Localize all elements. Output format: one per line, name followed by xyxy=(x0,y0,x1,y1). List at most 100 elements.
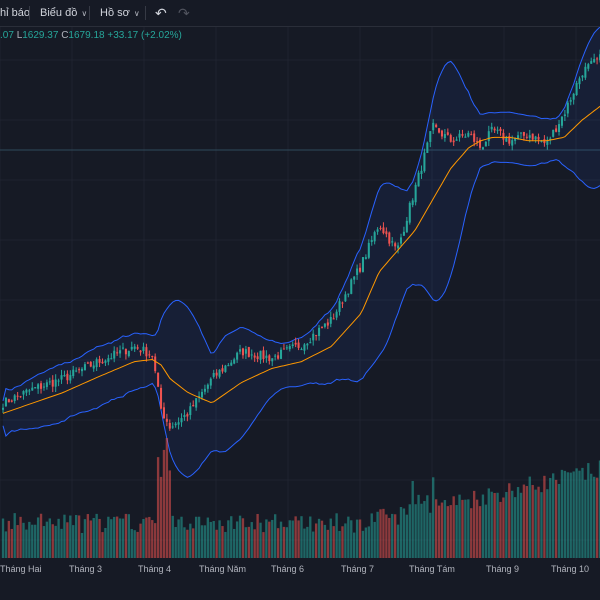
volume-bar xyxy=(429,512,432,558)
top-toolbar: hỉ báo Biểu đồ ∨ Hồ sơ ∨ ↶ ↷ xyxy=(0,0,600,27)
candle-body xyxy=(107,358,110,362)
candle-body xyxy=(446,132,449,135)
candle-body xyxy=(72,369,75,377)
volume-bar xyxy=(511,490,514,558)
candle-body xyxy=(10,400,13,402)
candle-body xyxy=(452,140,455,143)
candle-body xyxy=(271,358,274,362)
volume-bar xyxy=(262,532,265,558)
moving-average-line xyxy=(2,105,600,414)
candle-body xyxy=(484,141,487,147)
volume-bar xyxy=(499,501,502,558)
volume-bar xyxy=(124,513,128,558)
candle-body xyxy=(514,138,517,141)
candle-body xyxy=(282,348,285,350)
candle-body xyxy=(537,136,540,140)
volume-bar xyxy=(554,479,558,558)
alert-button[interactable]: hỉ báo xyxy=(0,7,30,19)
volume-bar xyxy=(552,473,555,558)
candle-body xyxy=(332,318,335,320)
candle-body xyxy=(239,349,242,352)
volume-bar xyxy=(508,483,511,558)
candle-body xyxy=(303,344,306,351)
candle-body xyxy=(22,391,25,395)
volume-bar xyxy=(382,508,385,558)
candle-body xyxy=(297,342,300,348)
chart-menu-button[interactable]: Biểu đồ ∨ xyxy=(40,0,87,26)
candle-body xyxy=(309,342,312,344)
candle-body xyxy=(277,355,280,359)
ohlc-legend: .07 L1629.37 C1679.18 +33.17 (+2.02%) xyxy=(0,30,182,41)
candle-body xyxy=(274,355,277,357)
volume-bar xyxy=(326,529,330,558)
candle-body xyxy=(312,333,315,341)
candle-body xyxy=(95,359,98,368)
volume-bar xyxy=(426,495,429,558)
candle-body xyxy=(318,327,321,337)
candle-body xyxy=(1,407,5,410)
volume-bar xyxy=(22,522,25,558)
profile-menu-label: Hồ sơ xyxy=(100,7,130,19)
volume-bar xyxy=(57,518,60,558)
candle-body xyxy=(69,375,72,381)
candle-body xyxy=(133,346,136,349)
volume-bar xyxy=(598,460,600,558)
candle-body xyxy=(581,75,584,78)
candle-body xyxy=(306,343,309,346)
profile-menu-button[interactable]: Hồ sơ ∨ xyxy=(100,0,140,26)
volume-bar xyxy=(151,520,154,558)
candle-body xyxy=(429,131,432,142)
candle-body xyxy=(300,349,303,351)
time-tick: Tháng 7 xyxy=(341,564,375,574)
volume-bar xyxy=(142,518,145,558)
volume-bar xyxy=(60,528,63,558)
candle-body xyxy=(528,135,531,138)
volume-bar xyxy=(578,470,581,558)
candle-body xyxy=(478,139,482,148)
candle-body xyxy=(438,128,441,133)
volume-bar xyxy=(206,517,210,558)
candle-body xyxy=(399,237,403,244)
close-label: C xyxy=(61,30,69,41)
open-value: .07 xyxy=(0,30,14,41)
volume-bar xyxy=(36,517,40,558)
candle-body xyxy=(119,350,122,354)
candle-body xyxy=(587,64,590,69)
volume-bar xyxy=(546,489,549,558)
candle-body xyxy=(338,301,341,312)
volume-bar xyxy=(227,520,230,558)
candle-body xyxy=(552,129,555,137)
volume-bar xyxy=(405,514,409,558)
volume-bar xyxy=(203,525,207,558)
volume-bar xyxy=(587,463,590,558)
volume-bar xyxy=(437,505,441,558)
undo-icon[interactable]: ↶ xyxy=(155,5,167,21)
volume-bar xyxy=(244,527,248,558)
volume-bar xyxy=(525,486,529,558)
candle-body xyxy=(4,397,7,407)
volume-bar xyxy=(39,513,43,558)
candle-body xyxy=(525,136,528,138)
volume-bar xyxy=(408,504,411,558)
volume-bar xyxy=(549,477,552,558)
volume-bar xyxy=(247,526,250,558)
volume-bar xyxy=(557,483,561,558)
redo-icon[interactable]: ↷ xyxy=(178,5,190,21)
candle-body xyxy=(558,124,561,133)
candle-body xyxy=(25,389,28,393)
candle-body xyxy=(593,59,596,63)
volume-bar xyxy=(95,513,98,558)
time-axis: Tháng Hai Tháng 3 Tháng 4 Tháng Năm Thán… xyxy=(0,560,600,600)
candle-body xyxy=(37,384,40,389)
volume-bar xyxy=(168,470,171,558)
volume-bar xyxy=(303,528,306,558)
candle-body xyxy=(408,202,411,223)
volume-bar xyxy=(464,499,467,558)
volume-bar xyxy=(347,516,350,558)
candle-body xyxy=(233,359,236,364)
price-chart[interactable] xyxy=(0,0,600,560)
volume-bar xyxy=(572,471,575,558)
candle-body xyxy=(329,316,332,324)
volume-bar xyxy=(385,514,388,558)
candle-body xyxy=(519,132,523,134)
